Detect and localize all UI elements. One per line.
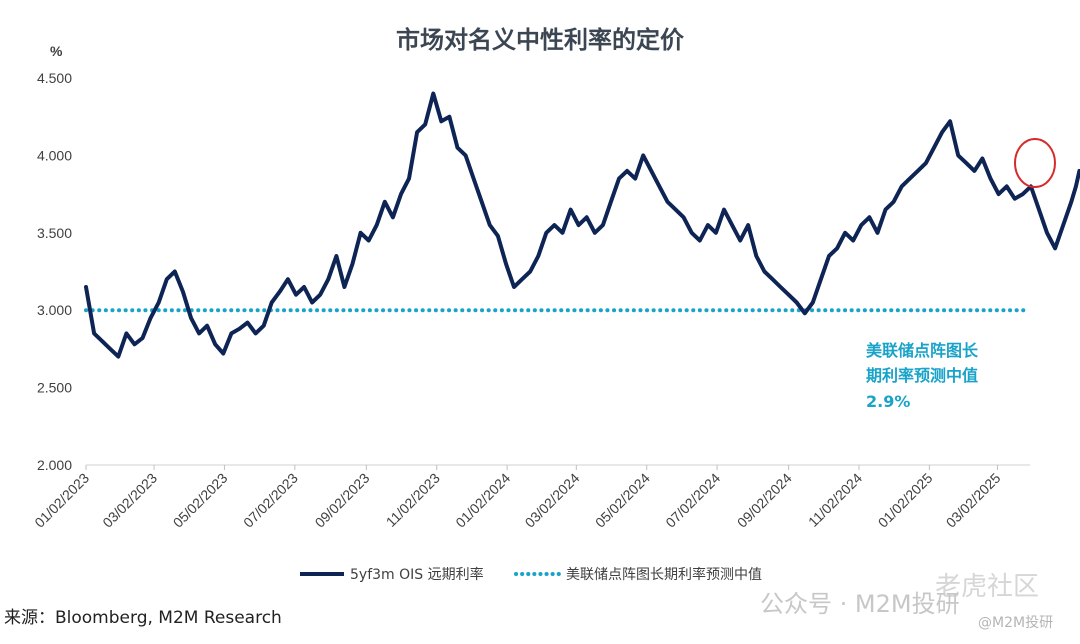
x-tick-label: 05/02/2024 bbox=[592, 470, 653, 531]
x-tick-label: 01/02/2024 bbox=[452, 470, 513, 531]
x-tick-label: 03/02/2025 bbox=[943, 470, 1004, 531]
annotation-line-2: 期利率预测中值 bbox=[866, 366, 978, 385]
x-tick-label: 03/02/2024 bbox=[522, 470, 583, 531]
y-tick-label: 3.500 bbox=[37, 225, 72, 241]
x-tick-label: 01/02/2025 bbox=[875, 470, 936, 531]
x-tick-label: 11/02/2023 bbox=[383, 470, 443, 530]
watermark-brand: 公众号 · M2M投研 bbox=[760, 590, 960, 618]
source-note: 来源：Bloomberg, M2M Research bbox=[4, 608, 282, 628]
watermark-handle: @M2M投研 bbox=[978, 615, 1054, 631]
ois-forward-rate-line bbox=[84, 91, 1080, 359]
x-tick-label: 07/02/2023 bbox=[240, 470, 301, 531]
legend-label-ois: 5yf3m OIS 远期利率 bbox=[350, 566, 484, 583]
legend: 5yf3m OIS 远期利率 美联储点阵图长期利率预测中值 bbox=[300, 566, 762, 583]
highlight-circle bbox=[1014, 138, 1056, 188]
x-tick-label: 11/02/2024 bbox=[805, 470, 865, 530]
x-tick-label: 09/02/2023 bbox=[312, 470, 373, 531]
y-tick-label: 2.000 bbox=[37, 457, 72, 473]
x-axis-ticks: 01/02/2023 03/02/2023 05/02/2023 07/02/2023… bbox=[31, 465, 1004, 531]
annotation-line-3: 2.9% bbox=[866, 392, 910, 411]
watermark-community: 老虎社区 bbox=[935, 572, 1040, 602]
x-tick-label: 05/02/2023 bbox=[170, 470, 231, 531]
annotation-line-1: 美联储点阵图长 bbox=[866, 341, 979, 360]
x-tick-label: 01/02/2023 bbox=[31, 470, 92, 531]
y-tick-label: 2.500 bbox=[37, 380, 72, 396]
x-tick-label: 03/02/2023 bbox=[99, 470, 160, 531]
chart-title: 市场对名义中性利率的定价 bbox=[396, 26, 685, 54]
x-tick-label: 07/02/2024 bbox=[662, 470, 723, 531]
legend-label-fed: 美联储点阵图长期利率预测中值 bbox=[566, 566, 762, 583]
y-axis-ticks: 4.500 4.000 3.500 3.000 2.500 2.000 bbox=[37, 70, 72, 473]
y-tick-label: 4.000 bbox=[37, 147, 72, 163]
y-axis-unit: % bbox=[50, 43, 63, 59]
y-tick-label: 3.000 bbox=[37, 302, 72, 318]
x-tick-label: 09/02/2024 bbox=[734, 470, 795, 531]
y-tick-label: 4.500 bbox=[37, 70, 72, 86]
